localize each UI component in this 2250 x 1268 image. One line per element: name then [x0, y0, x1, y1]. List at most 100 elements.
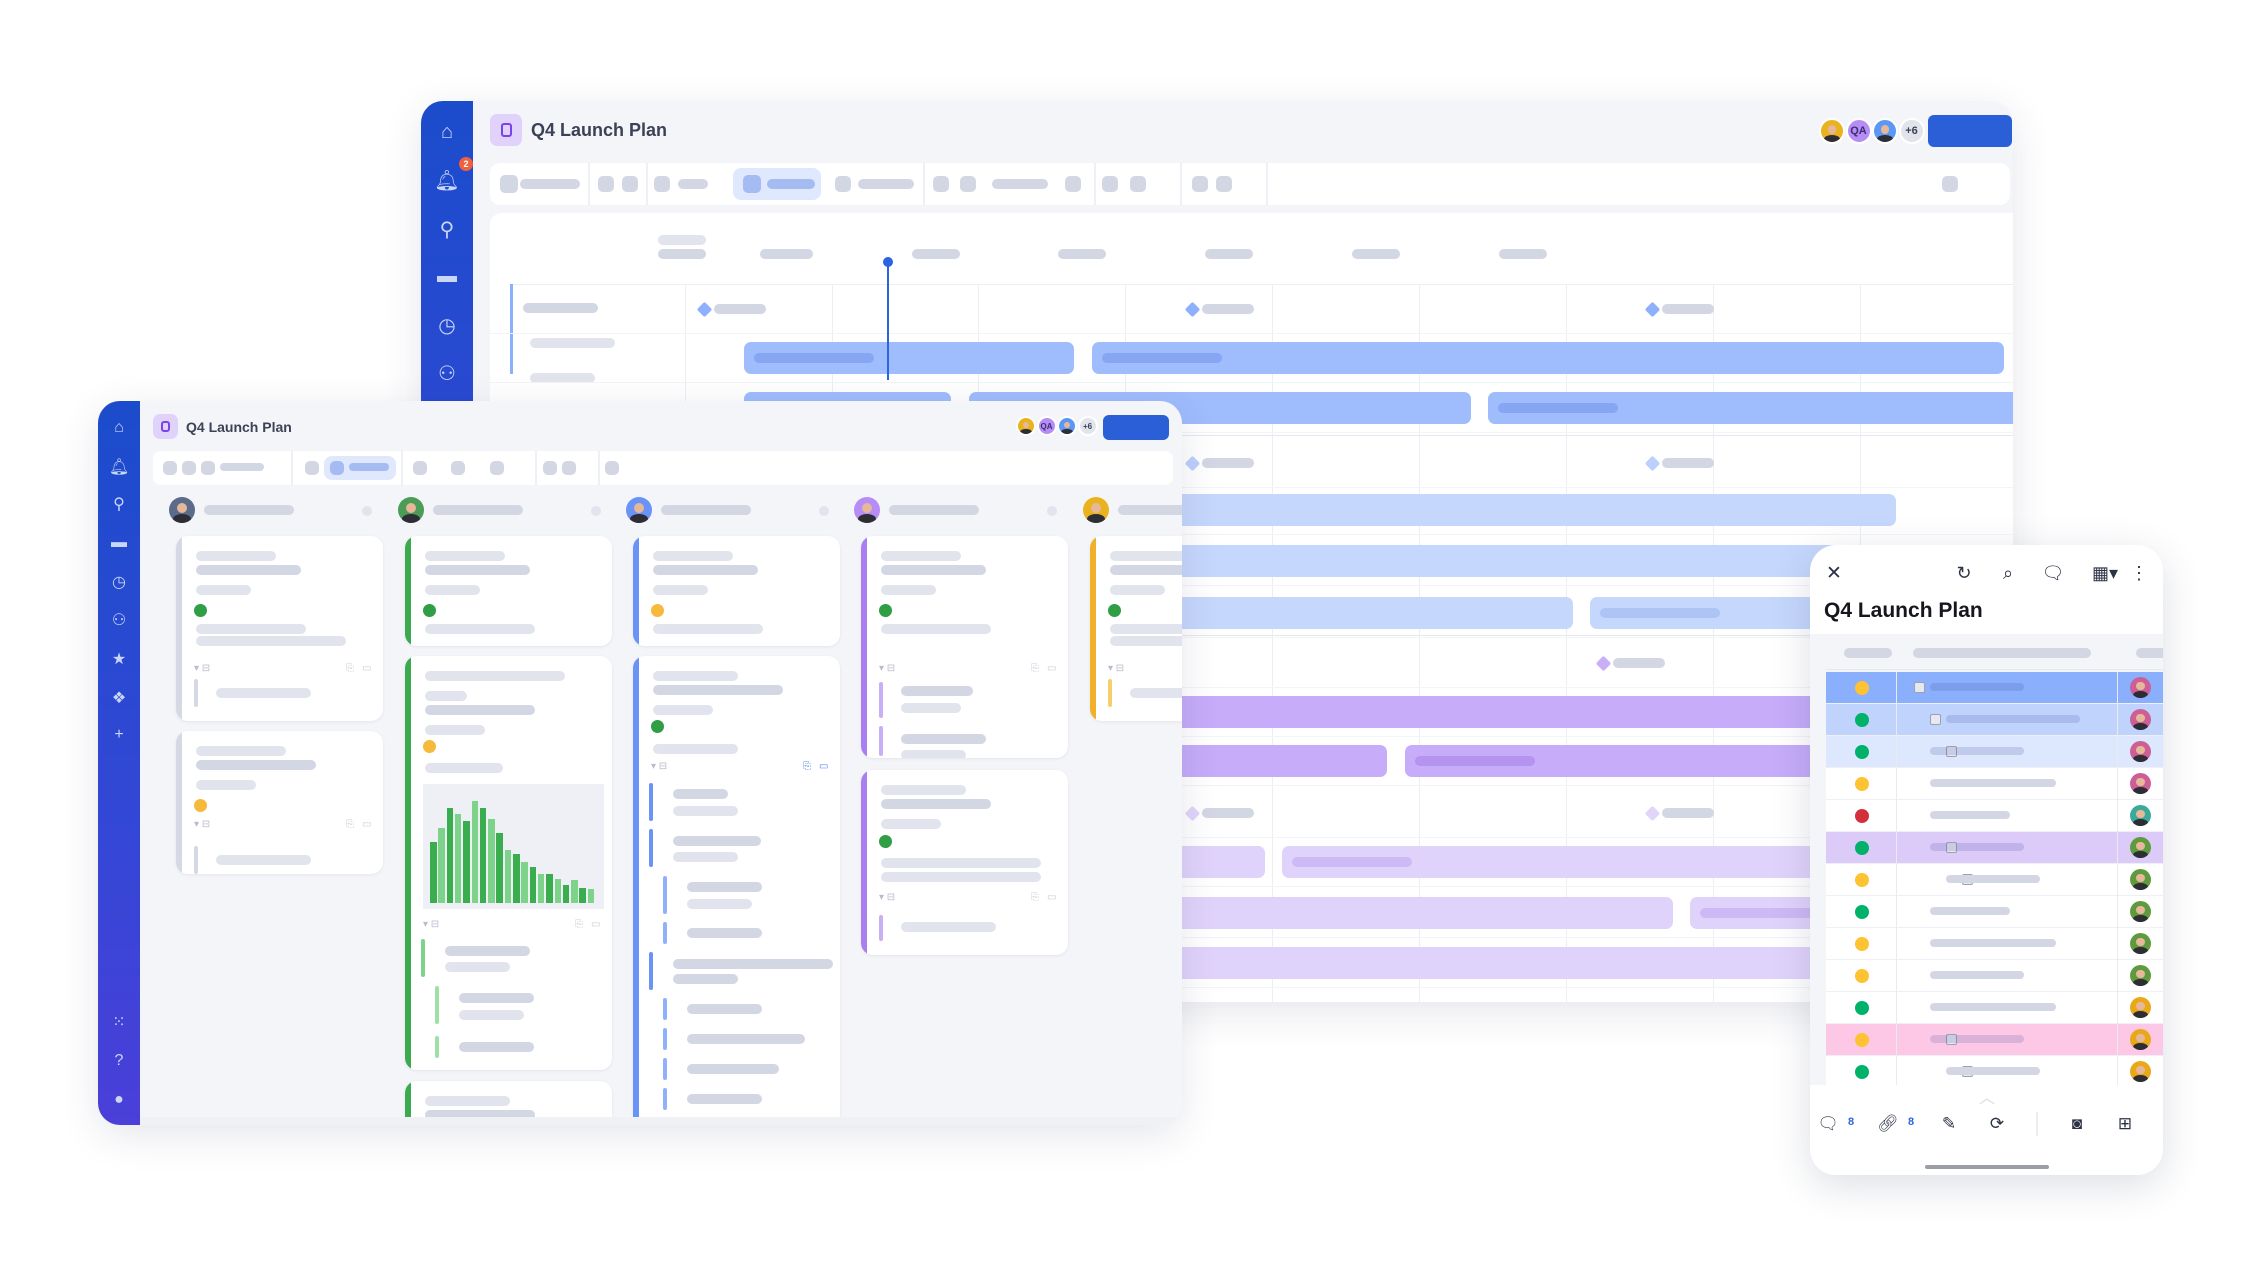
today-marker-line[interactable] — [887, 260, 889, 380]
bell-icon[interactable]: 🔔︎ — [434, 169, 460, 192]
toolbar-button[interactable] — [1130, 176, 1146, 192]
status-dot[interactable] — [1855, 713, 1869, 727]
grid-row[interactable] — [1826, 736, 2163, 768]
task-card[interactable]: ▾ ⊟ ⎘ ▭ — [176, 731, 383, 874]
attachment-icon[interactable]: ⎘ — [1031, 663, 1039, 674]
search-icon[interactable]: ⚲ — [113, 496, 125, 513]
avatar-more[interactable]: +6 — [1077, 416, 1098, 436]
owner-avatar[interactable] — [2130, 1029, 2151, 1050]
grid-row[interactable] — [1826, 672, 2163, 704]
grid-icon[interactable]: ⁙ — [112, 1014, 126, 1031]
collapse-toggle-icon[interactable] — [1946, 1034, 1957, 1045]
avatar[interactable] — [1057, 416, 1077, 436]
avatar-more[interactable]: +6 — [1898, 118, 1925, 144]
lane-menu-dot[interactable] — [819, 506, 829, 516]
assignee-avatar[interactable] — [169, 497, 195, 523]
avatar[interactable] — [1819, 118, 1845, 144]
status-dot[interactable] — [1855, 1001, 1869, 1015]
grid-row[interactable] — [1826, 1024, 2163, 1056]
status-dot[interactable] — [1855, 873, 1869, 887]
folder-icon[interactable]: ▬ — [111, 534, 127, 551]
user-avatar-icon[interactable]: ● — [114, 1091, 124, 1108]
clock-icon[interactable]: ◷ — [112, 574, 126, 591]
attachment-icon[interactable]: ⎘ — [803, 761, 811, 772]
search-icon[interactable]: ⚲ — [439, 218, 455, 241]
expand-chevron-icon[interactable]: ︿ — [1978, 1090, 1995, 1107]
owner-avatar[interactable] — [2130, 997, 2151, 1018]
collaborator-avatars[interactable]: QA +6 — [1016, 416, 1098, 438]
subtasks-icon[interactable]: ▾ ⊟ — [879, 892, 896, 903]
comment-icon[interactable]: ▭ — [1047, 892, 1057, 903]
share-button[interactable] — [1103, 415, 1169, 440]
comment-icon[interactable]: ▭ — [362, 819, 372, 830]
avatar[interactable] — [1016, 416, 1036, 436]
owner-avatar[interactable] — [2130, 805, 2151, 826]
task-card[interactable]: ▾ ⊟ ⎘ ▭ — [633, 656, 840, 1125]
assignee-avatar[interactable] — [626, 497, 652, 523]
milestone-diamond-icon[interactable] — [696, 301, 713, 318]
table-view-icon[interactable]: ▦▾ — [2091, 562, 2119, 583]
status-dot[interactable] — [1855, 681, 1869, 695]
comment-icon[interactable]: 🗨︎ — [2041, 562, 2065, 583]
grid-row[interactable] — [1826, 864, 2163, 896]
owner-avatar[interactable] — [2130, 709, 2151, 730]
toolbar-button[interactable] — [598, 176, 614, 192]
search-icon[interactable]: ⌕ — [2002, 562, 2014, 583]
avatar-qa[interactable]: QA — [1036, 416, 1057, 436]
comment-icon[interactable]: ▭ — [1047, 663, 1057, 674]
status-dot[interactable] — [1855, 1065, 1869, 1079]
collaborator-avatars[interactable]: QA +6 — [1819, 118, 1925, 146]
owner-avatar[interactable] — [2130, 837, 2151, 858]
subtasks-icon[interactable]: ▾ ⊟ — [194, 819, 211, 830]
home-indicator[interactable] — [1925, 1165, 2049, 1169]
grid-row[interactable] — [1826, 1056, 2163, 1088]
assignee-avatar[interactable] — [1083, 497, 1109, 523]
toolbar-button[interactable] — [933, 176, 949, 192]
status-dot[interactable] — [1855, 777, 1869, 791]
toolbar-button[interactable] — [451, 461, 465, 475]
toolbar-button[interactable] — [1065, 176, 1081, 192]
attachment-icon[interactable]: ⎘ — [1031, 892, 1039, 903]
toolbar-button[interactable] — [500, 175, 518, 193]
home-icon[interactable]: ⌂ — [440, 120, 454, 143]
status-dot[interactable] — [1855, 905, 1869, 919]
toolbar-button[interactable] — [605, 461, 619, 475]
task-card[interactable]: ▾ ⊟ ⎘ ▭ — [176, 536, 383, 721]
task-card[interactable]: ▾ ⊟ ⎘ ▭ — [861, 536, 1068, 758]
sync-check-icon[interactable]: ⟳ — [1989, 1114, 2005, 1133]
collapse-toggle-icon[interactable] — [1946, 842, 1957, 853]
owner-avatar[interactable] — [2130, 901, 2151, 922]
collapse-toggle-icon[interactable] — [1946, 746, 1957, 757]
attachment-icon[interactable]: ⎘ — [346, 819, 354, 830]
toolbar-button[interactable] — [1192, 176, 1208, 192]
attachment-icon[interactable]: ⎘ — [346, 663, 354, 674]
close-icon[interactable]: ✕ — [1826, 562, 1842, 584]
assignee-avatar[interactable] — [854, 497, 880, 523]
toolbar-button[interactable] — [163, 461, 177, 475]
more-vertical-icon[interactable]: ⋮ — [2130, 562, 2148, 583]
gantt-task-bar[interactable] — [744, 342, 1074, 374]
toolbar-button[interactable] — [543, 461, 557, 475]
attachment-icon[interactable]: 🔗︎ — [1877, 1114, 1899, 1133]
collapse-toggle-icon[interactable] — [1930, 714, 1941, 725]
star-icon[interactable]: ★ — [111, 651, 127, 668]
refresh-icon[interactable]: ↻ — [1956, 562, 1972, 583]
lane-menu-dot[interactable] — [362, 506, 372, 516]
contacts-icon[interactable]: ⚇ — [111, 612, 127, 629]
grid-row[interactable] — [1826, 928, 2163, 960]
help-icon[interactable]: ? — [114, 1052, 124, 1069]
avatar[interactable] — [1872, 118, 1898, 144]
lane-menu-dot[interactable] — [591, 506, 601, 516]
milestone-diamond-icon[interactable] — [1184, 301, 1201, 318]
subtasks-icon[interactable]: ▾ ⊟ — [1108, 663, 1125, 674]
pencil-icon[interactable]: ✎ — [1941, 1114, 1957, 1133]
toolbar-button[interactable] — [835, 176, 851, 192]
bell-icon[interactable]: 🔔︎ — [108, 459, 130, 476]
attachment-icon[interactable]: ⎘ — [575, 919, 583, 930]
gantt-task-bar[interactable] — [1092, 342, 2004, 374]
subtasks-icon[interactable]: ▾ ⊟ — [651, 761, 668, 772]
owner-avatar[interactable] — [2130, 773, 2151, 794]
plus-icon[interactable]: + — [114, 726, 124, 743]
grid-row[interactable] — [1826, 704, 2163, 736]
toolbar-button[interactable] — [960, 176, 976, 192]
